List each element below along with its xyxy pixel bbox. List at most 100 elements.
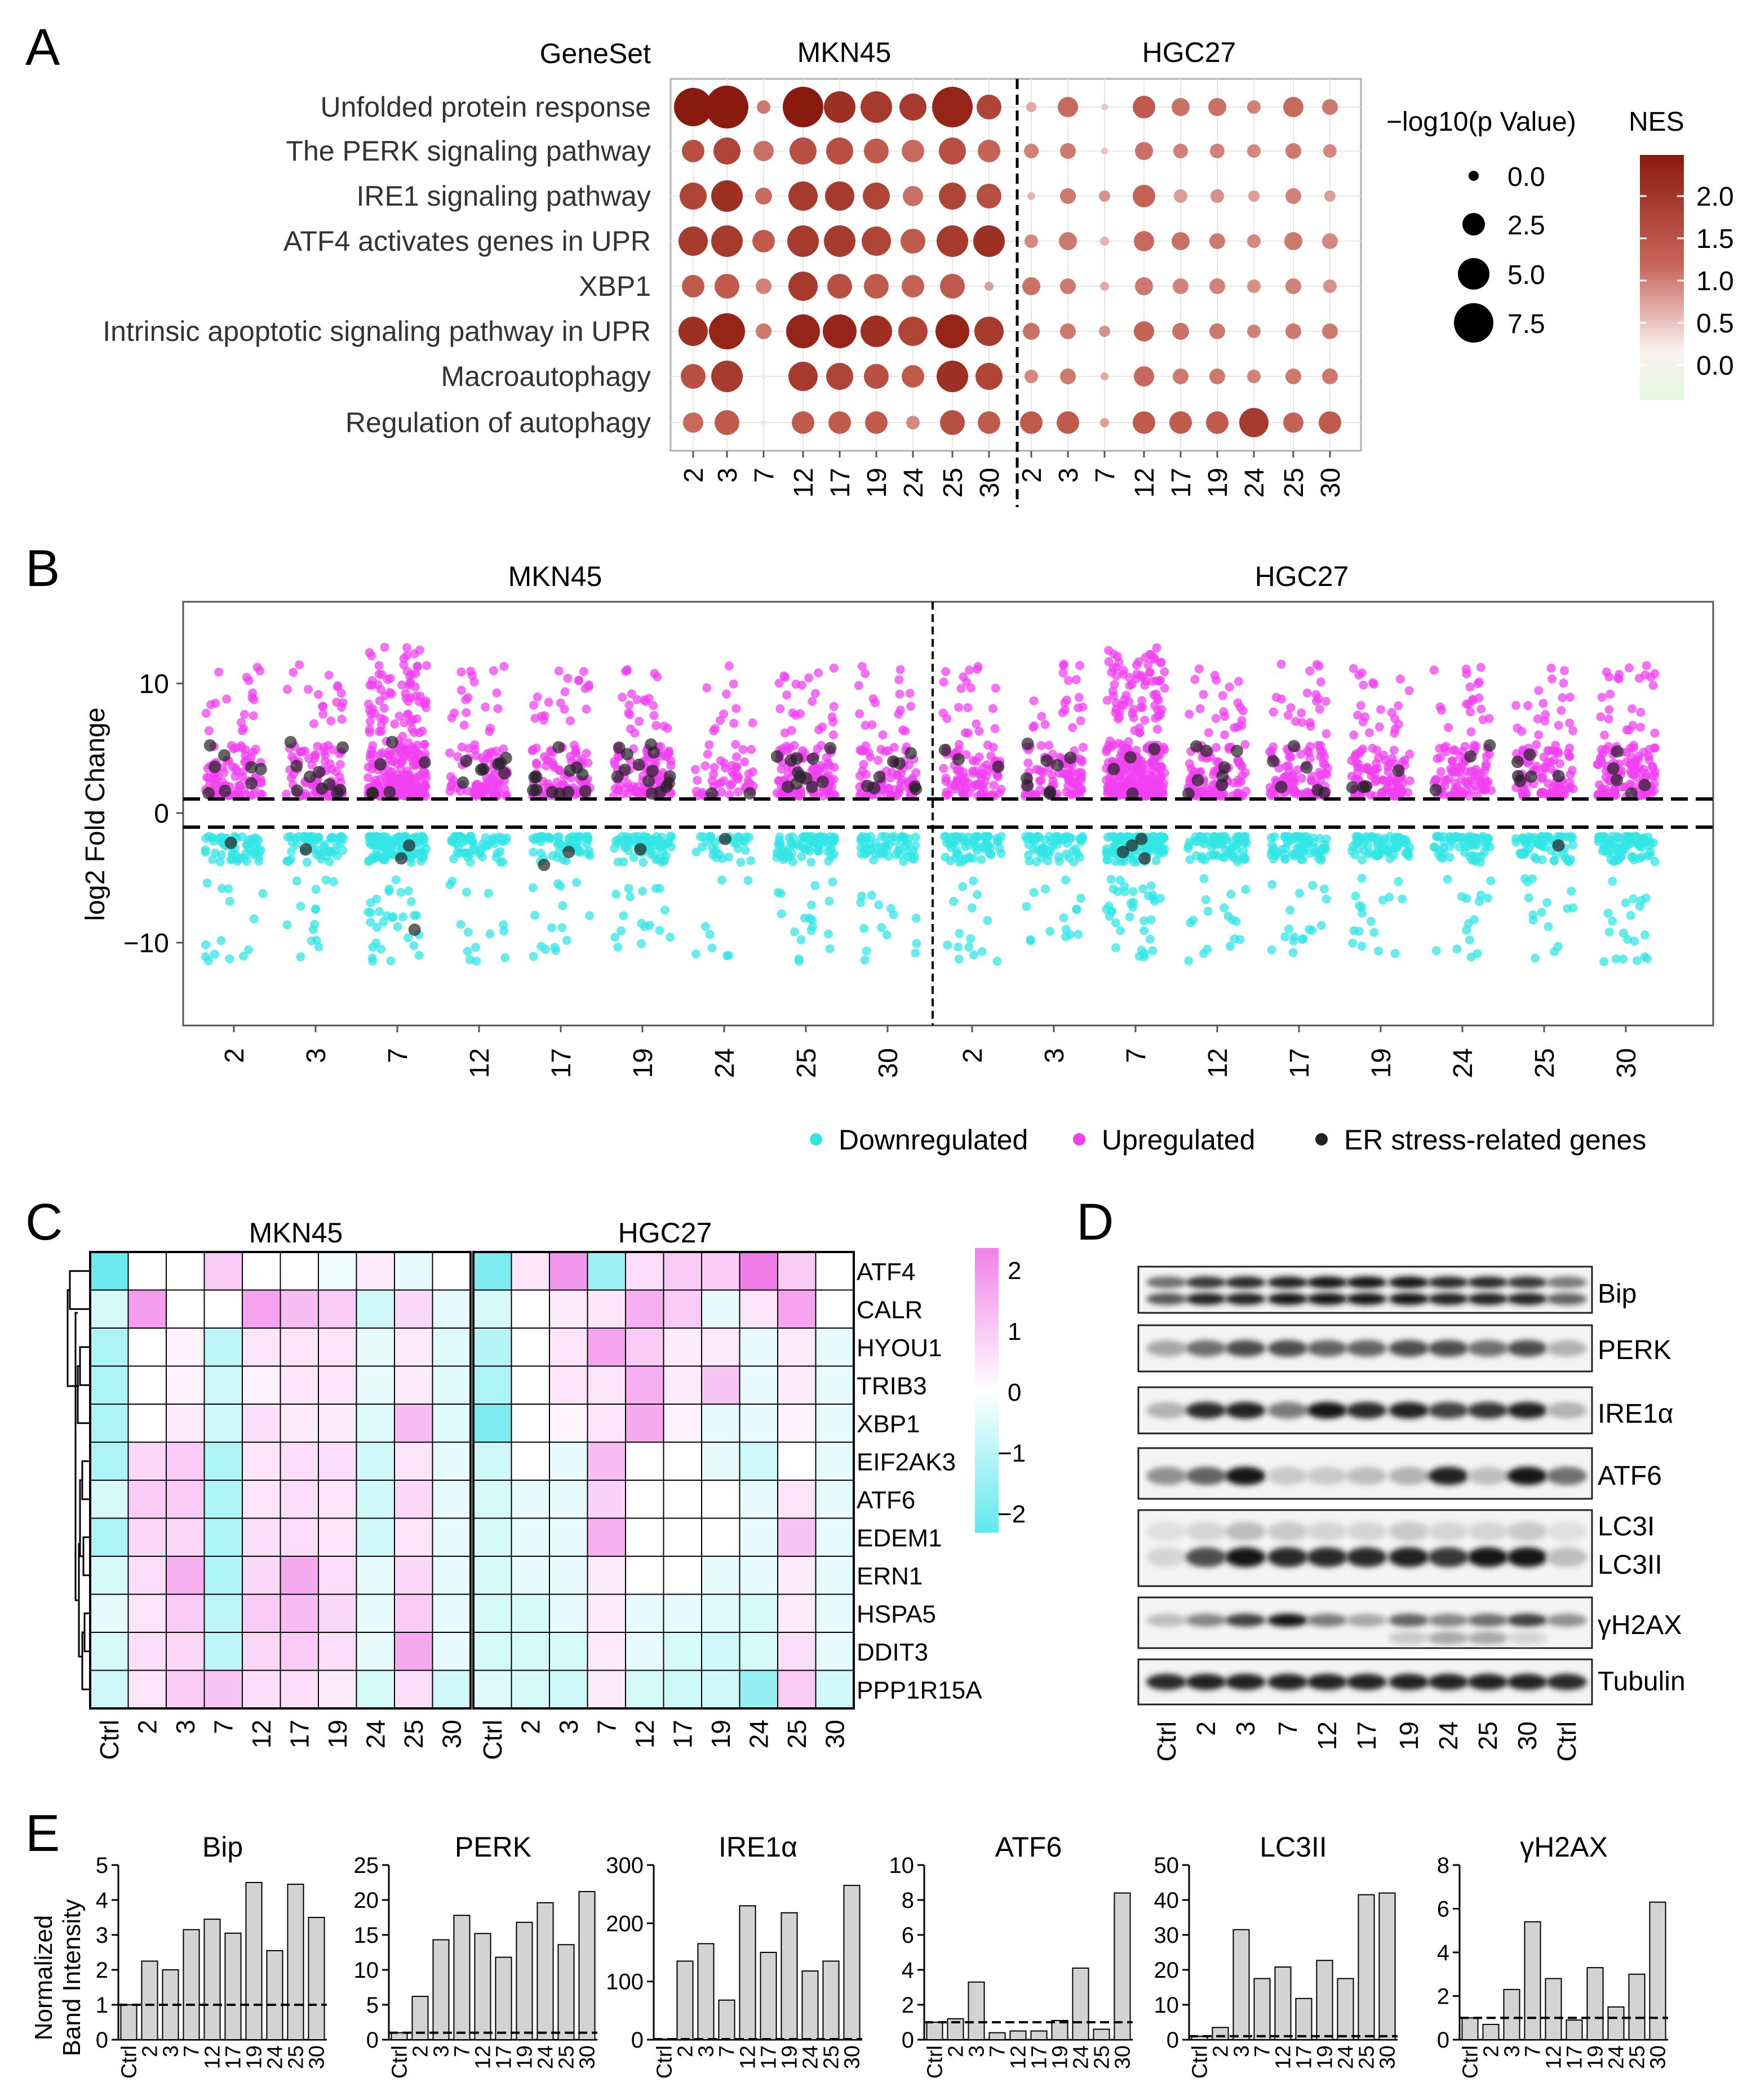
up-point-2975: [1296, 749, 1306, 759]
up-point-225: [325, 759, 335, 769]
bar-ylabel-4-1: 10: [1154, 1993, 1179, 2018]
heat-cell-r1-c17: [739, 1289, 778, 1329]
up-point-263: [338, 698, 348, 708]
down-point-956: [464, 927, 473, 937]
down-point-3532: [1460, 842, 1470, 852]
er-point-1708: [770, 750, 783, 763]
down-point-1476: [707, 943, 717, 953]
band-0-0-6: [1389, 1276, 1429, 1289]
heat-cell-r11-c19: [815, 1670, 854, 1709]
heat-cell-r8-c14: [625, 1556, 664, 1595]
up-point-3253: [1354, 749, 1364, 759]
down-point-329: [311, 885, 321, 894]
up-point-1938: [988, 743, 998, 752]
down-point-3951: [1612, 832, 1622, 841]
down-point-307: [291, 833, 300, 843]
c-xlabel-8: 25: [399, 1720, 428, 1748]
down-point-1460: [698, 842, 707, 852]
up-point-609: [410, 649, 419, 659]
band-4-0-2: [1225, 1521, 1266, 1542]
down-point-1683: [790, 927, 800, 936]
down-point-1457: [691, 847, 701, 856]
up-point-867: [482, 773, 491, 782]
er-point-1373: [654, 785, 667, 798]
b-ylabel-0: 10: [139, 669, 169, 699]
band-3-0-4: [1307, 1467, 1347, 1485]
bar-ylabel-5-2: 4: [1437, 1941, 1449, 1965]
b-xlabel-7: 25: [792, 1048, 822, 1078]
a-xlabel-3: 12: [789, 468, 819, 498]
up-point-493: [378, 748, 387, 757]
down-point-1364: [638, 886, 647, 896]
er-point-3748: [1511, 770, 1524, 783]
bar-xlabel-5-4: 12: [1542, 2045, 1566, 2069]
er-point-2746: [1124, 751, 1137, 764]
up-point-2171: [1061, 705, 1070, 714]
down-point-3111: [1322, 834, 1331, 843]
down-point-3160: [1316, 921, 1326, 930]
down-point-284: [283, 832, 292, 842]
band-2-0-5: [1346, 1402, 1387, 1419]
dot-r5-c5: [861, 316, 892, 347]
dot-r5-c1: [709, 313, 745, 349]
up-point-431: [420, 749, 430, 758]
down-point-2224: [1068, 846, 1078, 856]
heat-cell-r1-c14: [625, 1289, 664, 1329]
a-xlabel-6: 24: [899, 468, 929, 498]
heat-cell-r2-c13: [587, 1328, 626, 1367]
heat-cell-r5-c16: [701, 1441, 740, 1481]
dot-r3-c17: [1322, 233, 1338, 249]
down-point-935: [466, 835, 475, 845]
down-point-2936: [1220, 903, 1229, 913]
up-point-2488: [1137, 696, 1147, 705]
er-point-785: [383, 785, 396, 798]
down-point-2053: [981, 840, 990, 850]
heat-cell-r3-c10: [473, 1365, 512, 1405]
down-point-3968: [1630, 936, 1639, 946]
up-point-1413: [744, 769, 753, 779]
down-point-3337: [1385, 832, 1395, 841]
d-xlabel-5: 17: [1352, 1721, 1381, 1750]
down-point-1470: [718, 854, 728, 863]
heat-cell-r10-c10: [473, 1632, 512, 1671]
down-point-2243: [1041, 884, 1050, 894]
up-point-3463: [1476, 663, 1485, 672]
bar-xlabel-0-3: 7: [180, 2045, 204, 2057]
down-point-766: [403, 886, 413, 896]
down-point-3540: [1447, 837, 1457, 846]
down-point-3368: [1355, 901, 1364, 911]
dot-r3-c2: [752, 230, 775, 252]
up-point-2568: [1154, 711, 1164, 720]
dot-r6-c15: [1247, 370, 1261, 383]
panel-label-b: B: [25, 540, 60, 597]
band-0-1-2: [1225, 1293, 1266, 1306]
down-point-3734: [1563, 904, 1572, 913]
bar-3-4: [1009, 2030, 1027, 2040]
dot-r0-c7: [932, 87, 973, 127]
up-point-612: [399, 752, 409, 762]
up-point-93: [244, 676, 254, 685]
bar-0-7: [266, 1950, 283, 2040]
heat-cell-r2-c18: [777, 1328, 817, 1367]
heat-cell-r3-c11: [511, 1365, 550, 1405]
size-legend-title: −log10(p Value): [1386, 107, 1576, 137]
band-4-0-5: [1346, 1521, 1387, 1542]
up-point-1608: [795, 709, 805, 718]
down-point-2225: [1075, 853, 1085, 862]
up-point-3265: [1395, 674, 1405, 684]
up-point-2569: [1156, 658, 1165, 668]
er-point-3750: [1552, 839, 1565, 852]
down-point-144: [255, 847, 264, 856]
bar-ylabel-0-5: 5: [96, 1853, 108, 1878]
up-point-3462: [1466, 707, 1475, 717]
band-4-0-0: [1146, 1521, 1187, 1542]
up-point-3631: [1554, 783, 1564, 792]
band-6-0-3: [1267, 1673, 1308, 1690]
band-2-0-4: [1307, 1402, 1347, 1419]
up-point-2158: [1023, 758, 1033, 768]
dot-r7-c0: [683, 412, 703, 433]
down-point-3946: [1650, 857, 1660, 867]
up-point-2856: [1210, 671, 1220, 680]
er-point-174: [202, 787, 215, 800]
